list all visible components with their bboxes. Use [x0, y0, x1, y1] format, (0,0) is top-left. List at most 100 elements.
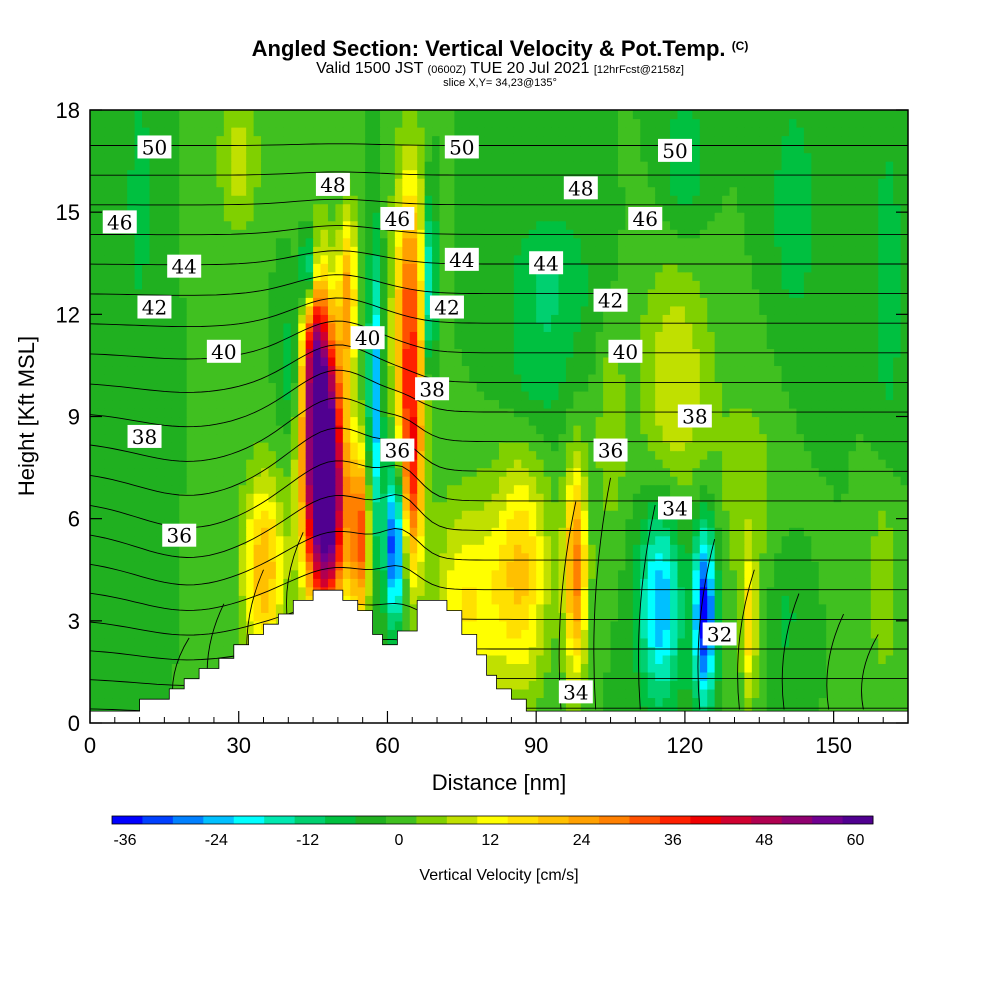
- velocity-cell: [223, 578, 232, 588]
- velocity-cell: [194, 467, 203, 477]
- velocity-cell: [127, 501, 136, 511]
- velocity-cell: [722, 459, 731, 469]
- velocity-cell: [432, 535, 441, 545]
- velocity-cell: [142, 518, 151, 528]
- velocity-cell: [617, 535, 627, 545]
- velocity-cell: [774, 459, 783, 469]
- velocity-cell: [699, 459, 708, 469]
- velocity-cell: [283, 518, 292, 528]
- velocity-cell: [417, 510, 426, 520]
- velocity-cell: [439, 510, 448, 520]
- velocity-cell: [208, 663, 218, 673]
- velocity-cell: [833, 663, 842, 673]
- velocity-cell: [454, 603, 463, 613]
- velocity-cell: [699, 603, 708, 613]
- velocity-cell: [372, 620, 381, 630]
- velocity-cell: [112, 646, 121, 656]
- velocity-cell: [365, 535, 374, 545]
- velocity-cell: [885, 646, 894, 656]
- velocity-cell: [617, 552, 627, 562]
- velocity-cell: [878, 688, 887, 699]
- velocity-cell: [826, 339, 835, 349]
- velocity-cell: [841, 705, 850, 716]
- velocity-cell: [461, 484, 470, 494]
- velocity-cell: [380, 476, 389, 486]
- velocity-cell: [595, 586, 604, 596]
- velocity-cell: [841, 620, 850, 630]
- velocity-cell: [90, 331, 99, 341]
- velocity-cell: [774, 637, 783, 647]
- velocity-cell: [112, 578, 121, 588]
- velocity-cell: [818, 569, 827, 579]
- velocity-cell: [409, 612, 418, 622]
- velocity-cell: [692, 493, 701, 503]
- velocity-cell: [670, 390, 679, 401]
- velocity-cell: [461, 518, 470, 528]
- velocity-cell: [357, 373, 366, 384]
- velocity-cell: [670, 603, 679, 613]
- velocity-cell: [201, 459, 210, 469]
- velocity-cell: [789, 646, 798, 656]
- velocity-cell: [127, 373, 136, 384]
- velocity-cell: [841, 390, 850, 401]
- velocity-cell: [744, 484, 753, 494]
- velocity-cell: [305, 586, 314, 596]
- velocity-cell: [878, 527, 887, 537]
- velocity-cell: [789, 390, 798, 401]
- velocity-cell: [476, 510, 485, 520]
- velocity-cell: [201, 578, 210, 588]
- velocity-cell: [632, 680, 641, 690]
- velocity-cell: [365, 476, 374, 486]
- velocity-cell: [699, 578, 708, 588]
- velocity-cell: [729, 552, 738, 562]
- velocity-cell: [736, 450, 745, 460]
- velocity-cell: [759, 356, 768, 367]
- velocity-cell: [156, 399, 165, 409]
- velocity-cell: [201, 390, 210, 401]
- velocity-cell: [484, 578, 493, 588]
- velocity-cell: [528, 595, 537, 605]
- velocity-cell: [610, 705, 619, 716]
- velocity-cell: [603, 501, 612, 511]
- velocity-cell: [201, 493, 210, 503]
- velocity-cell: [632, 467, 641, 477]
- velocity-cell: [588, 612, 597, 622]
- velocity-cell: [290, 578, 299, 588]
- velocity-cell: [186, 518, 195, 528]
- velocity-cell: [134, 688, 143, 699]
- velocity-cell: [855, 425, 864, 435]
- velocity-cell: [201, 339, 210, 349]
- velocity-cell: [789, 501, 798, 511]
- velocity-cell: [357, 442, 366, 452]
- velocity-cell: [803, 510, 812, 520]
- velocity-cell: [454, 467, 463, 477]
- velocity-cell: [186, 493, 195, 503]
- velocity-cell: [826, 399, 835, 409]
- velocity-cell: [275, 467, 284, 477]
- velocity-cell: [848, 356, 857, 367]
- velocity-cell: [759, 416, 768, 426]
- velocity-cell: [90, 476, 99, 486]
- velocity-cell: [484, 390, 493, 401]
- velocity-cell: [90, 578, 99, 588]
- velocity-cell: [655, 603, 664, 613]
- velocity-cell: [402, 518, 411, 528]
- velocity-cell: [342, 501, 351, 511]
- velocity-cell: [751, 671, 760, 682]
- velocity-cell: [104, 450, 113, 460]
- velocity-cell: [595, 382, 604, 392]
- velocity-cell: [90, 527, 99, 537]
- velocity-cell: [714, 646, 723, 656]
- velocity-cell: [394, 484, 403, 494]
- velocity-cell: [692, 569, 701, 579]
- velocity-cell: [365, 595, 374, 605]
- velocity-cell: [692, 365, 701, 375]
- velocity-cell: [409, 493, 418, 503]
- velocity-cell: [870, 654, 879, 664]
- velocity-cell: [692, 373, 701, 384]
- velocity-cell: [104, 416, 113, 426]
- velocity-cell: [573, 450, 582, 460]
- velocity-cell: [610, 365, 619, 375]
- velocity-cell: [409, 510, 418, 520]
- velocity-cell: [580, 365, 589, 375]
